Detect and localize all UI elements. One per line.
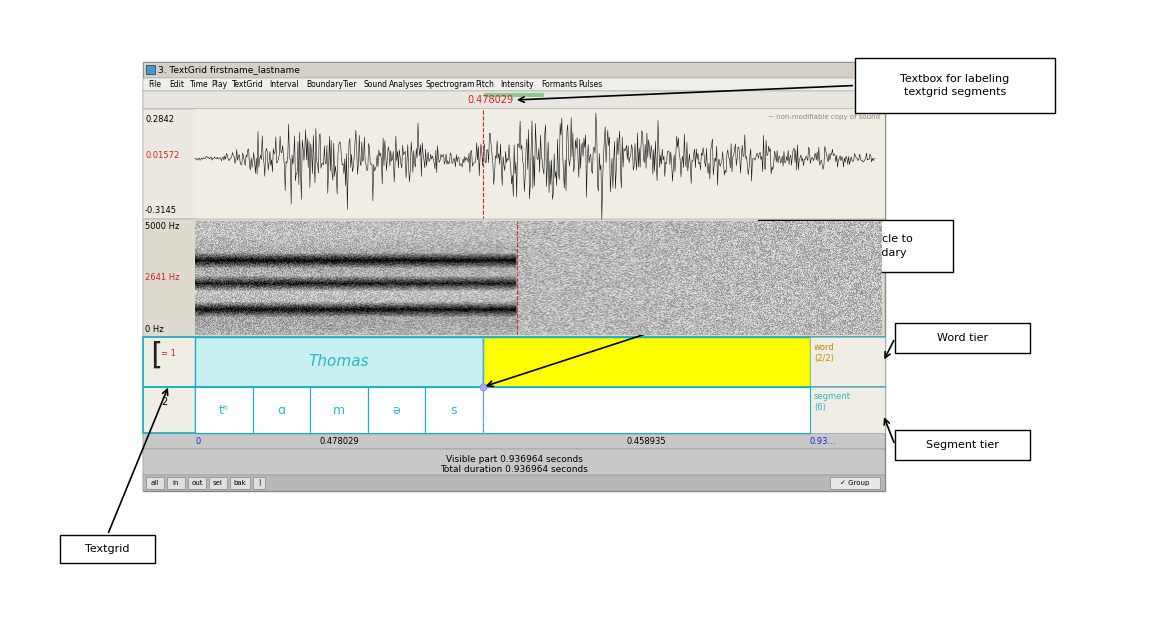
- Bar: [195, 387, 252, 433]
- Text: in: in: [173, 480, 179, 486]
- Bar: [143, 387, 885, 433]
- Text: Spectrogram: Spectrogram: [426, 80, 475, 89]
- Text: Tier: Tier: [343, 80, 358, 89]
- Text: 0 Hz: 0 Hz: [145, 325, 164, 334]
- Text: Segment tier: Segment tier: [926, 440, 999, 450]
- Bar: [167, 477, 185, 489]
- Text: 5000 Hz: 5000 Hz: [145, 222, 179, 231]
- Text: = 1: = 1: [162, 349, 175, 358]
- Text: 0.93...: 0.93...: [810, 436, 837, 446]
- Bar: [758, 220, 953, 272]
- Bar: [483, 337, 810, 387]
- Polygon shape: [872, 94, 882, 106]
- Text: bak: bak: [234, 480, 246, 486]
- Bar: [143, 337, 195, 433]
- Text: Word tier: Word tier: [937, 333, 988, 343]
- Bar: [830, 477, 880, 489]
- Bar: [253, 477, 265, 489]
- Text: Textgrid: Textgrid: [85, 544, 130, 554]
- Text: (6): (6): [815, 403, 826, 412]
- Bar: [425, 387, 483, 433]
- Text: 2641 Hz: 2641 Hz: [145, 273, 179, 283]
- Bar: [143, 62, 885, 491]
- Bar: [143, 337, 885, 387]
- Text: ✓ Group: ✓ Group: [840, 480, 869, 486]
- Text: Formants: Formants: [541, 80, 578, 89]
- Bar: [143, 109, 885, 219]
- Text: = modifiable TextGrid: = modifiable TextGrid: [796, 325, 880, 334]
- Text: sel: sel: [213, 480, 223, 486]
- Text: Thomas: Thomas: [309, 354, 370, 369]
- Text: all: all: [151, 480, 159, 486]
- Bar: [195, 387, 810, 433]
- Text: 0.458935: 0.458935: [626, 436, 666, 446]
- Text: ~ non-modifiable copy of sound: ~ non-modifiable copy of sound: [768, 114, 880, 120]
- Bar: [143, 449, 885, 475]
- Text: |: |: [258, 480, 260, 487]
- Text: Textbox for labeling
textgrid segments: Textbox for labeling textgrid segments: [901, 74, 1010, 97]
- Text: Pulses: Pulses: [578, 80, 602, 89]
- Text: Play: Play: [211, 80, 227, 89]
- Text: 2: 2: [162, 397, 167, 407]
- Bar: [230, 477, 250, 489]
- Text: Pitch: Pitch: [475, 80, 494, 89]
- Bar: [367, 387, 425, 433]
- Bar: [143, 91, 885, 109]
- Bar: [209, 477, 227, 489]
- Text: Total duration 0.936964 seconds: Total duration 0.936964 seconds: [440, 465, 588, 474]
- Text: [: [: [146, 341, 164, 370]
- Text: TextGrid: TextGrid: [232, 80, 264, 89]
- Bar: [188, 477, 206, 489]
- Bar: [855, 58, 1055, 113]
- Bar: [195, 109, 885, 219]
- Text: Analyses: Analyses: [389, 80, 423, 89]
- Bar: [310, 387, 367, 433]
- Text: m: m: [332, 404, 345, 416]
- Bar: [810, 387, 885, 433]
- Bar: [143, 433, 885, 449]
- Text: out: out: [192, 480, 202, 486]
- Bar: [483, 387, 810, 433]
- Text: segment: segment: [815, 392, 851, 401]
- Bar: [60, 535, 155, 563]
- Text: Boundary: Boundary: [306, 80, 343, 89]
- Bar: [143, 62, 885, 78]
- Bar: [143, 475, 885, 491]
- Bar: [252, 387, 310, 433]
- Text: s: s: [451, 404, 458, 416]
- Bar: [146, 65, 155, 74]
- Text: Sound: Sound: [364, 80, 388, 89]
- Text: tʰ: tʰ: [218, 404, 229, 416]
- Text: File: File: [148, 80, 162, 89]
- Text: Interval: Interval: [268, 80, 299, 89]
- Text: 0: 0: [195, 436, 200, 446]
- Text: 0.2842: 0.2842: [145, 115, 174, 124]
- Bar: [810, 337, 885, 387]
- Text: ə: ə: [393, 404, 401, 416]
- Text: 0.01572: 0.01572: [145, 150, 179, 160]
- Text: -0.3145: -0.3145: [145, 206, 177, 215]
- Bar: [146, 477, 164, 489]
- Text: 0.478029: 0.478029: [320, 436, 359, 446]
- Bar: [895, 430, 1030, 460]
- Text: Visible part 0.936964 seconds: Visible part 0.936964 seconds: [445, 455, 582, 464]
- Text: 3. TextGrid firstname_lastname: 3. TextGrid firstname_lastname: [158, 65, 300, 75]
- Text: Click on the circle to
create a boundary: Click on the circle to create a boundary: [798, 234, 912, 258]
- Bar: [195, 337, 483, 387]
- Text: 0.478029: 0.478029: [467, 95, 514, 105]
- Text: Time: Time: [191, 80, 209, 89]
- Text: Intensity: Intensity: [500, 80, 533, 89]
- Text: Edit: Edit: [168, 80, 184, 89]
- Text: word: word: [815, 343, 834, 352]
- Bar: [143, 78, 885, 91]
- Bar: [143, 219, 885, 337]
- Bar: [895, 323, 1030, 353]
- Text: ɑ: ɑ: [278, 404, 286, 416]
- Bar: [485, 93, 544, 97]
- Text: (2/2): (2/2): [815, 354, 834, 363]
